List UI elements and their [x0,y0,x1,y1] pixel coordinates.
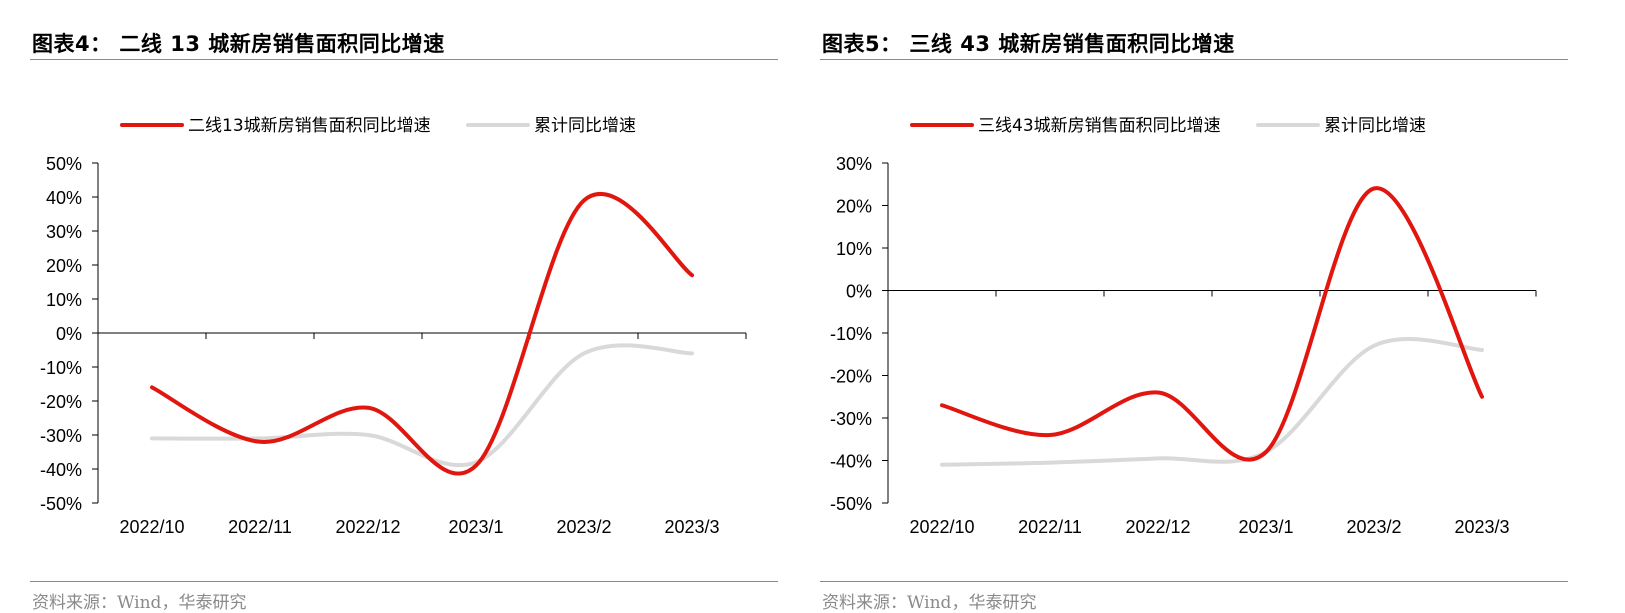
y-tick-label: -10% [830,324,872,344]
y-tick-label: -40% [40,460,82,480]
legend-label: 二线13城新房销售面积同比增速 [188,116,431,136]
y-tick-label: 40% [46,188,82,208]
y-tick-label: 20% [836,197,872,217]
y-tick-label: 30% [46,222,82,242]
y-tick-label: -10% [40,358,82,378]
source-divider [30,581,778,582]
source-note: 资料来源：Wind，华泰研究 [822,593,1037,613]
x-tick-label: 2023/2 [556,517,611,537]
y-tick-label: -20% [830,367,872,387]
x-tick-label: 2023/3 [1454,517,1509,537]
y-tick-label: 0% [846,282,872,302]
y-tick-label: -30% [830,409,872,429]
legend-item: 累计同比增速 [466,116,636,136]
line-chart: 三线43城新房销售面积同比增速 累计同比增速 -50% -40% -30% -20% -10… [830,116,1537,537]
source-note: 资料来源：Wind，华泰研究 [32,593,247,613]
legend-label: 三线43城新房销售面积同比增速 [978,116,1221,136]
y-tick-label: -50% [40,494,82,514]
y-tick-label: 30% [836,154,872,174]
source-divider [820,581,1568,582]
line-chart: 二线13城新房销售面积同比增速 累计同比增速 -50% -40% -30% -20% -10… [40,116,747,537]
series-line-cumulative [150,343,694,468]
x-tick-label: 2022/11 [1018,517,1082,537]
x-tick-label: 2022/10 [909,517,974,537]
chart-panel-left: 图表4： 二线 13 城新房销售面积同比增速 二线13城新房销售面积同比增速 累计… [30,0,790,613]
legend-label: 累计同比增速 [1324,116,1426,136]
y-tick-label: -30% [40,426,82,446]
legend-item: 三线43城新房销售面积同比增速 [910,116,1221,136]
series-line-primary [150,191,694,476]
y-tick-label: 10% [836,239,872,259]
chart-panel-right: 图表5： 三线 43 城新房销售面积同比增速 三线43城新房销售面积同比增速 累计… [820,0,1580,613]
y-tick-label: -50% [830,494,872,514]
y-tick-label: 10% [46,290,82,310]
y-tick-label: 0% [56,324,82,344]
series-line-primary [940,186,1484,462]
x-tick-label: 2023/2 [1346,517,1401,537]
x-tick-label: 2023/3 [664,517,719,537]
x-tick-label: 2022/10 [119,517,184,537]
series-line-cumulative [940,337,1484,467]
legend-item: 累计同比增速 [1256,116,1426,136]
y-tick-label: -20% [40,392,82,412]
title-divider [820,59,1568,60]
y-tick-label: 50% [46,154,82,174]
x-tick-label: 2023/1 [448,517,503,537]
y-tick-label: -40% [830,452,872,472]
legend-item: 二线13城新房销售面积同比增速 [120,116,431,136]
figure-title: 图表4： 二线 13 城新房销售面积同比增速 [32,32,445,56]
legend-label: 累计同比增速 [534,116,636,136]
x-tick-label: 2022/12 [335,517,400,537]
x-tick-label: 2022/11 [228,517,292,537]
figure-title: 图表5： 三线 43 城新房销售面积同比增速 [822,32,1235,56]
x-tick-label: 2023/1 [1238,517,1293,537]
x-tick-label: 2022/12 [1125,517,1190,537]
y-tick-label: 20% [46,256,82,276]
title-divider [30,59,778,60]
